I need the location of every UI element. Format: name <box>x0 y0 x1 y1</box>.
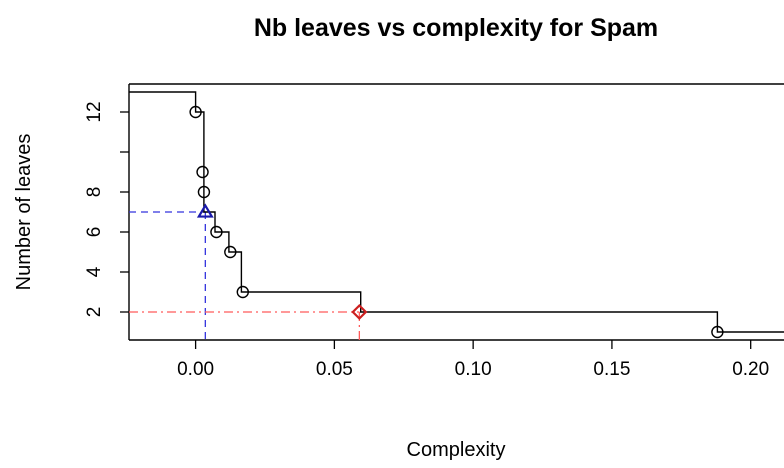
series-layer <box>129 91 784 339</box>
axes: 0.00 0.05 0.10 0.15 0.20 2 4 6 8 12 <box>84 101 769 380</box>
x-tick-label: 0.20 <box>732 359 769 380</box>
data-point <box>224 245 237 259</box>
diamond-marker <box>351 303 368 321</box>
triangle-marker <box>196 203 214 218</box>
chart-title: Nb leaves vs complexity for Spam <box>254 14 658 42</box>
x-axis-label: Complexity <box>407 439 506 461</box>
plot-area <box>128 83 784 341</box>
data-point <box>196 165 209 179</box>
y-tick-label: 6 <box>84 227 105 238</box>
x-tick-label: 0.10 <box>455 359 492 380</box>
y-tick-label: 8 <box>84 187 105 198</box>
data-point <box>197 185 211 199</box>
data-point <box>236 285 249 299</box>
x-tick-label: 0.15 <box>593 359 630 380</box>
y-axis-label: Number of leaves <box>13 134 35 291</box>
y-tick-label: 4 <box>84 266 105 277</box>
x-tick-label: 0.00 <box>177 359 214 380</box>
data-point <box>210 225 223 239</box>
x-tick-label: 0.05 <box>316 359 353 380</box>
step-line <box>129 91 784 333</box>
data-point <box>711 325 724 339</box>
guide-lines <box>129 211 361 340</box>
data-point <box>189 105 202 119</box>
y-tick-label: 2 <box>84 307 105 318</box>
y-tick-label: 12 <box>84 101 105 122</box>
